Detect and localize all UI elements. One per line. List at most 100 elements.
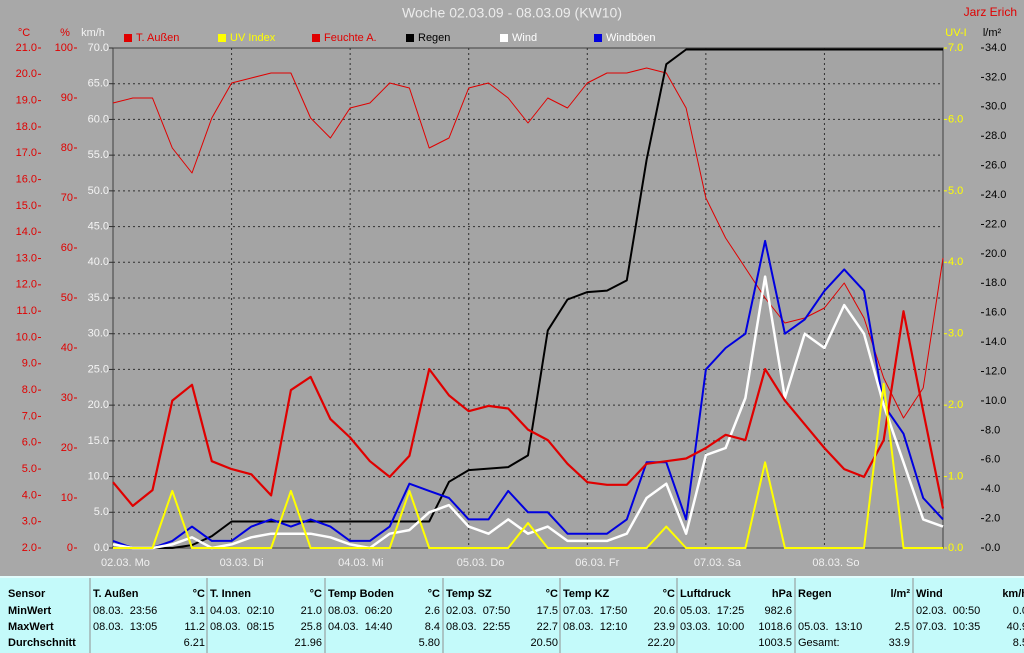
y-tick-label: 20.0	[985, 248, 1006, 260]
stat-time: 07.03. 10:35	[916, 621, 980, 633]
sensor-unit: °C	[428, 588, 440, 600]
legend-label: Regen	[418, 32, 450, 44]
y-tick-label: 14.0	[16, 226, 37, 238]
y-tick-label: 1.0	[948, 470, 963, 482]
stat-value: 25.8	[301, 621, 322, 633]
y-tick-label: 60.0	[88, 113, 109, 125]
stat-time: 08.03. 23:56	[93, 605, 157, 617]
stat-value: 40.9	[1007, 621, 1024, 633]
y-tick-label: 30	[61, 392, 73, 404]
y-tick-label: 15.0	[16, 200, 37, 212]
legend-swatch	[218, 34, 226, 42]
sensor-unit: °C	[663, 588, 675, 600]
stat-time: 08.03. 12:10	[563, 621, 627, 633]
y-tick-label: 26.0	[985, 160, 1006, 172]
y-tick-label: 35.0	[88, 292, 109, 304]
sensor-unit: °C	[546, 588, 558, 600]
stat-value: 3.1	[190, 605, 205, 617]
y-tick-label: 80	[61, 142, 73, 154]
legend-swatch	[312, 34, 320, 42]
y-tick-label: 21.0	[16, 42, 37, 54]
y-tick-label: 18.0	[16, 121, 37, 133]
stat-time: 08.03. 22:55	[446, 621, 510, 633]
axis-title: km/h	[81, 27, 105, 39]
y-tick-label: 16.0	[16, 173, 37, 185]
legend-label: Feuchte A.	[324, 32, 377, 44]
y-tick-label: 55.0	[88, 149, 109, 161]
stat-average: 33.9	[889, 637, 910, 649]
y-tick-label: 17.0	[16, 147, 37, 159]
stat-value: 0.0	[1013, 605, 1024, 617]
legend-label: Windböen	[606, 32, 656, 44]
y-tick-label: 20.0	[16, 68, 37, 80]
axis-title: °C	[18, 27, 30, 39]
stat-value: 1018.6	[758, 621, 792, 633]
stat-time: 08.03. 13:05	[93, 621, 157, 633]
y-tick-label: 34.0	[985, 42, 1006, 54]
sensor-unit: °C	[193, 588, 205, 600]
stat-value: 22.7	[537, 621, 558, 633]
series-line	[113, 48, 943, 549]
y-tick-label: 100	[55, 42, 73, 54]
legend-swatch	[124, 34, 132, 42]
y-tick-label: 60	[61, 242, 73, 254]
x-tick-label: 03.03. Di	[220, 557, 264, 569]
y-tick-label: 22.0	[985, 218, 1006, 230]
sensor-name: T. Außen	[93, 588, 139, 600]
x-tick-label: 05.03. Do	[457, 557, 505, 569]
sensor-name: Regen	[798, 588, 832, 600]
y-tick-label: 10.0	[985, 395, 1006, 407]
stat-value: 8.4	[425, 621, 440, 633]
y-tick-label: 14.0	[985, 336, 1006, 348]
sensor-name: Temp KZ	[563, 588, 610, 600]
sensor-unit: l/m²	[890, 588, 910, 600]
stat-value: 23.9	[654, 621, 675, 633]
y-tick-label: 4.0	[948, 256, 963, 268]
stat-value: 2.6	[425, 605, 440, 617]
stat-value: 20.6	[654, 605, 675, 617]
legend-swatch	[594, 34, 602, 42]
y-tick-label: 24.0	[985, 189, 1006, 201]
y-tick-label: 3.0	[948, 328, 963, 340]
y-tick-label: 16.0	[985, 307, 1006, 319]
y-tick-label: 11.0	[16, 305, 37, 317]
stat-value: 17.5	[537, 605, 558, 617]
sensor-name: Temp SZ	[446, 588, 492, 600]
y-tick-label: 10	[61, 492, 73, 504]
x-tick-label: 07.03. Sa	[694, 557, 742, 569]
x-tick-label: 04.03. Mi	[338, 557, 383, 569]
stat-time: 02.03. 00:50	[916, 605, 980, 617]
stats-table	[0, 576, 1024, 653]
sensor-unit: hPa	[772, 588, 793, 600]
y-tick-label: 4.0	[985, 483, 1000, 495]
y-tick-label: 70.0	[88, 42, 109, 54]
stat-time: 05.03. 13:10	[798, 621, 862, 633]
y-tick-label: 15.0	[88, 435, 109, 447]
sensor-name: Luftdruck	[680, 588, 732, 600]
stat-average: 20.50	[530, 637, 558, 649]
stat-label: Gesamt:	[798, 637, 840, 649]
axis-title: UV-I	[945, 27, 966, 39]
y-tick-label: 0	[67, 542, 73, 554]
axis-title: %	[60, 27, 70, 39]
stat-value: 2.5	[895, 621, 910, 633]
y-tick-label: 28.0	[985, 130, 1006, 142]
y-tick-label: 65.0	[88, 78, 109, 90]
y-tick-label: 5.0	[94, 506, 109, 518]
sensor-name: Temp Boden	[328, 588, 394, 600]
row-label: MaxWert	[8, 621, 54, 633]
series-line	[112, 310, 945, 509]
stat-average: 6.21	[184, 637, 205, 649]
stat-average: 21.96	[294, 637, 322, 649]
chart-title: Woche 02.03.09 - 08.03.09 (KW10)	[402, 5, 622, 21]
row-label: MinWert	[8, 605, 52, 617]
x-tick-label: 06.03. Fr	[575, 557, 619, 569]
author: Jarz Erich	[964, 5, 1017, 19]
y-tick-label: 8.0	[985, 424, 1000, 436]
row-label: Durchschnitt	[8, 637, 76, 649]
series-line	[112, 275, 944, 550]
legend-swatch	[406, 34, 414, 42]
y-tick-label: 0.0	[94, 542, 109, 554]
legend-label: Wind	[512, 32, 537, 44]
y-tick-label: 25.0	[88, 363, 109, 375]
